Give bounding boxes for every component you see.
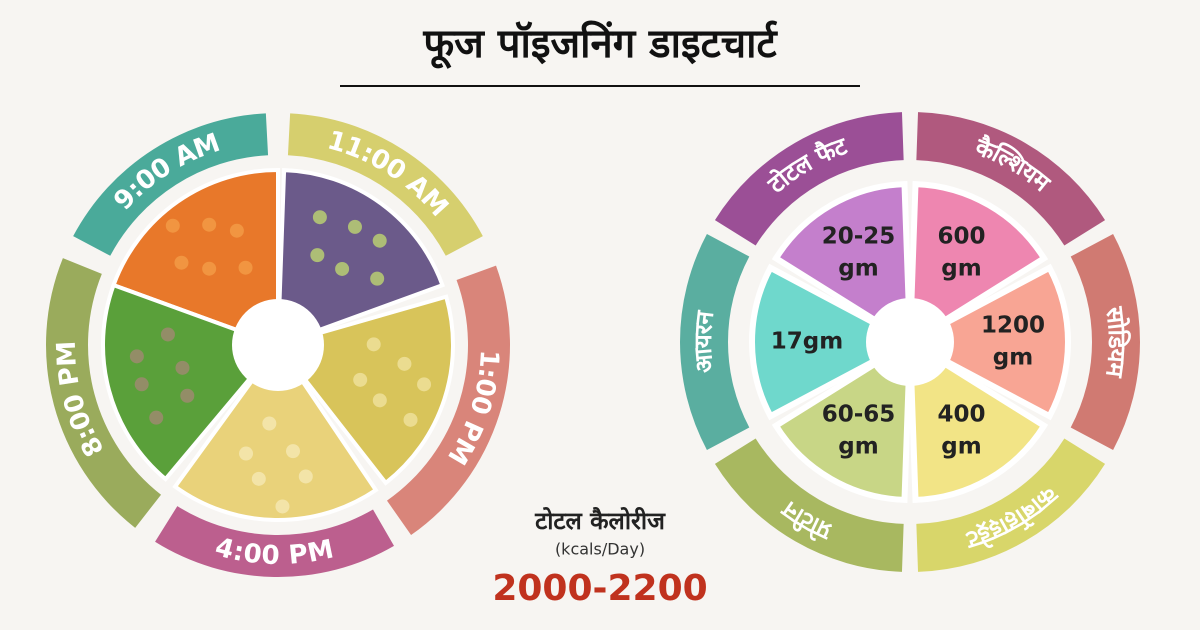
nutrient-sector [906, 180, 1049, 348]
nutrient-value: 600 [937, 223, 985, 249]
nutrient-sector [906, 336, 1049, 504]
nutrient-sector [903, 263, 1071, 421]
nutrient-value: gm [993, 345, 1033, 371]
food-detail [372, 393, 387, 408]
food-detail [251, 471, 266, 486]
food-detail [134, 377, 149, 392]
nutrient-sector [749, 263, 917, 421]
time-ring-segment [45, 258, 162, 528]
nutrient-value: gm [941, 434, 981, 460]
food-detail [335, 261, 350, 276]
food-detail [174, 255, 189, 270]
food-detail [403, 412, 418, 427]
food-detail [417, 377, 432, 392]
nutrient-value: gm [838, 255, 878, 281]
food-detail [149, 410, 164, 425]
food-detail [397, 356, 412, 371]
nutrient-sector [771, 180, 914, 348]
ring-label: आयरन [689, 308, 720, 374]
food-detail [370, 271, 385, 286]
left-hub [232, 299, 324, 391]
food-detail [238, 260, 253, 275]
nutrient-value: 60-65 [822, 402, 896, 428]
nutrient-sector [771, 336, 914, 504]
nutrient-value: 17gm [771, 329, 843, 355]
food-detail [239, 446, 254, 461]
food-detail [372, 233, 387, 248]
time-ring-segment [287, 113, 483, 256]
food-detail [366, 337, 381, 352]
nutrient-ring-segment [680, 234, 750, 450]
food-detail [312, 210, 327, 225]
nutrient-value: 400 [937, 402, 985, 428]
nutrient-ring-segment [714, 112, 904, 246]
food-detail [202, 261, 217, 276]
nutrient-value: 1200 [981, 313, 1045, 339]
food-detail [310, 248, 325, 263]
nutrient-ring-segment [1070, 234, 1140, 450]
food-detail [347, 219, 362, 234]
food-detail [165, 218, 180, 233]
time-ring-segment [73, 113, 269, 256]
nutrient-ring-segment [916, 438, 1106, 572]
food-detail [160, 327, 175, 342]
food-detail [129, 349, 144, 364]
total-label: टोटल कैलोरीज [534, 507, 666, 535]
time-ring-segment [155, 506, 394, 577]
ring-label-path: आयरन [689, 308, 720, 374]
food-detail [286, 444, 301, 459]
food-detail [353, 372, 368, 387]
nutrient-ring-segment [714, 438, 904, 572]
nutrient-ring-segment [916, 112, 1106, 246]
food-detail [262, 416, 277, 431]
total-unit: (kcals/Day) [555, 540, 645, 559]
food-photo [110, 167, 280, 348]
food-detail [175, 360, 190, 375]
right-hub [866, 298, 954, 386]
food-photo [172, 341, 379, 522]
food-detail [298, 469, 313, 484]
time-ring-segment [386, 265, 510, 536]
ring-label: सोडियम [1100, 304, 1131, 380]
food-detail [275, 499, 290, 514]
nutrient-value: gm [941, 255, 981, 281]
food-detail [180, 388, 195, 403]
nutrient-value: 20-25 [822, 223, 896, 249]
title: फूज पॉइजनिंग डाइटचार्ट [422, 20, 778, 69]
ring-label-path: सोडियम [1100, 304, 1131, 380]
total-value: 2000-2200 [492, 568, 707, 609]
food-detail [229, 223, 244, 238]
nutrient-value: gm [838, 434, 878, 460]
food-detail [202, 217, 217, 232]
